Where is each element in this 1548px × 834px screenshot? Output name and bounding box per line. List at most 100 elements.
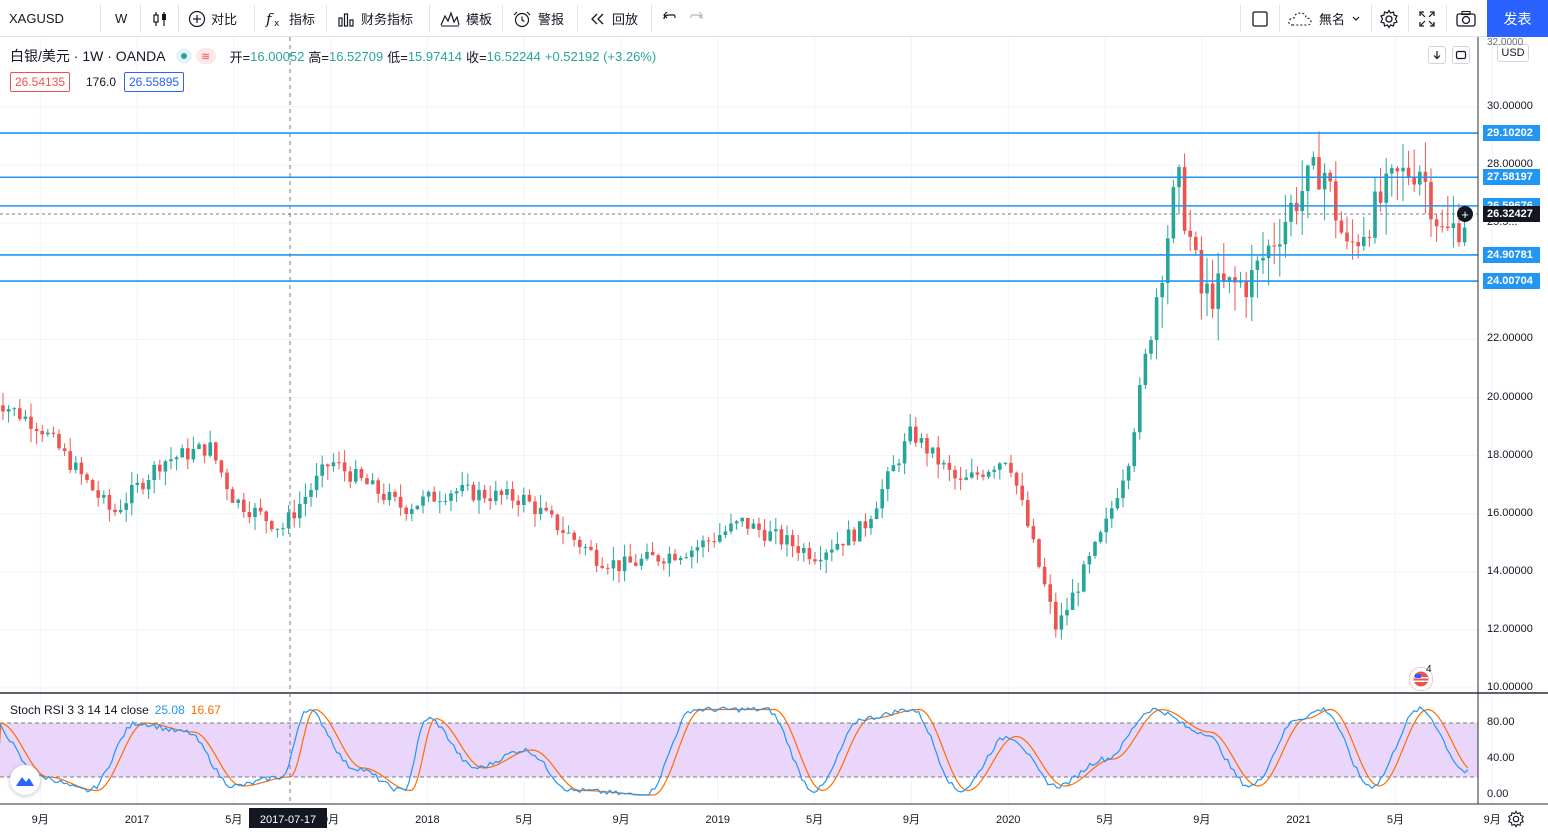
economic-event-badge[interactable] [1409, 667, 1433, 691]
candle-body [365, 478, 369, 485]
interval-button[interactable]: W [115, 0, 127, 37]
time-axis-settings-button[interactable] [1507, 810, 1525, 833]
fullscreen-button[interactable] [1418, 0, 1436, 37]
chart-canvas[interactable]: 2017-07-17 9月 2017 5月 9月 2018 5月 9月 2019 5月 9月 202… [0, 37, 1548, 834]
bar-chart-icon [338, 12, 354, 27]
candle-body [1082, 564, 1086, 592]
candle-body [527, 494, 532, 502]
save-layout-button[interactable]: 無名 [1287, 0, 1361, 37]
candle-body [1115, 498, 1120, 509]
candle-body [74, 462, 78, 470]
price-tick-label: 12.00000 [1487, 622, 1533, 635]
candle-body [1457, 223, 1461, 243]
maximize-pane-button[interactable] [1452, 46, 1470, 64]
time-tick-label: 5月 [225, 814, 242, 826]
candle-body [1009, 462, 1013, 473]
settings-button[interactable] [1379, 0, 1399, 37]
candle-body [1378, 191, 1383, 203]
candle-body [505, 489, 509, 495]
snapshot-button[interactable] [1455, 0, 1477, 37]
candle-body [650, 551, 655, 556]
alert-button[interactable]: 警报 [512, 0, 564, 37]
candle-body [1003, 462, 1008, 464]
data-delay-icon[interactable]: ≋ [195, 48, 216, 64]
redo-button[interactable] [688, 0, 706, 37]
alert-label: 警报 [538, 12, 565, 27]
candle-body [1182, 167, 1187, 231]
candle-body [12, 408, 16, 410]
candle-body [320, 464, 324, 476]
ask-price-box[interactable]: 26.55895 [124, 72, 185, 92]
candle-body [846, 529, 851, 546]
candle-body [292, 512, 296, 519]
crosshair-plus-icon[interactable]: + [1457, 206, 1473, 222]
candle-body [46, 432, 50, 435]
open-value: 16.00052 [250, 48, 305, 64]
compare-button[interactable]: 对比 [188, 0, 237, 37]
candle-body [566, 532, 571, 534]
candle-body [1205, 283, 1209, 294]
currency-button[interactable]: USD [1497, 44, 1529, 62]
candle-body [359, 468, 364, 479]
candle-body [141, 482, 145, 490]
candle-body [298, 503, 302, 519]
time-tick-label: 2018 [415, 814, 439, 826]
candle-body [925, 437, 929, 454]
candle-body [376, 480, 380, 494]
scroll-down-button[interactable] [1428, 46, 1446, 64]
candle-body [1087, 556, 1092, 565]
candle-body [1434, 219, 1439, 227]
publish-button[interactable]: 发表 [1487, 0, 1548, 37]
candle-body [197, 444, 201, 449]
candle-body [729, 523, 733, 532]
replay-button[interactable]: 回放 [588, 0, 638, 37]
candle-body [286, 512, 291, 529]
templates-button[interactable]: 模板 [440, 0, 492, 37]
candle-body [1283, 221, 1288, 245]
candle-body [1070, 592, 1075, 610]
layout-select-button[interactable] [1251, 0, 1269, 37]
candle-body [1356, 242, 1360, 247]
candle-body [606, 567, 610, 569]
candle-body [214, 442, 218, 461]
candle-body [460, 484, 464, 492]
stoch-k-line [0, 705, 1469, 796]
candle-body [1300, 191, 1304, 212]
candle-body [29, 416, 33, 429]
candle-body [600, 565, 604, 568]
financials-button[interactable]: 财务指标 [337, 0, 413, 37]
candle-body [253, 507, 257, 518]
level-label: 29.10202 [1483, 125, 1540, 142]
bid-price-box[interactable]: 26.54135 [10, 72, 71, 92]
candle-body [135, 482, 140, 486]
candle-body [1098, 532, 1103, 542]
event-count: 4 [1426, 664, 1432, 675]
candle-body [1, 405, 5, 412]
candle-body [1160, 283, 1164, 298]
candle-body [891, 465, 896, 472]
candle-body [410, 509, 414, 515]
level-label: 24.90781 [1483, 246, 1540, 263]
candle-body [1104, 518, 1108, 533]
symbol-search[interactable]: XAGUSD [9, 0, 64, 37]
candle-body [482, 489, 487, 499]
candle-body [1154, 297, 1159, 341]
candle-body [578, 539, 582, 548]
candle-body [337, 462, 341, 464]
logo-icon [16, 777, 34, 786]
candle-body [880, 489, 884, 509]
candle-body [18, 408, 22, 419]
candle-body [538, 507, 543, 515]
candle-body [471, 484, 476, 501]
current-price-label: 26.32427 [1483, 206, 1540, 222]
candle-body [550, 510, 554, 515]
candle-body [174, 457, 179, 460]
chart-type-button[interactable] [151, 0, 169, 37]
price-tick-label: 14.00000 [1487, 564, 1533, 577]
candle-body [443, 500, 448, 502]
undo-button[interactable] [660, 0, 678, 37]
candle-body [706, 540, 711, 542]
toolbar-divider [178, 5, 179, 32]
indicators-button[interactable]: f x 指标 [265, 0, 315, 37]
candle-body [382, 493, 386, 501]
